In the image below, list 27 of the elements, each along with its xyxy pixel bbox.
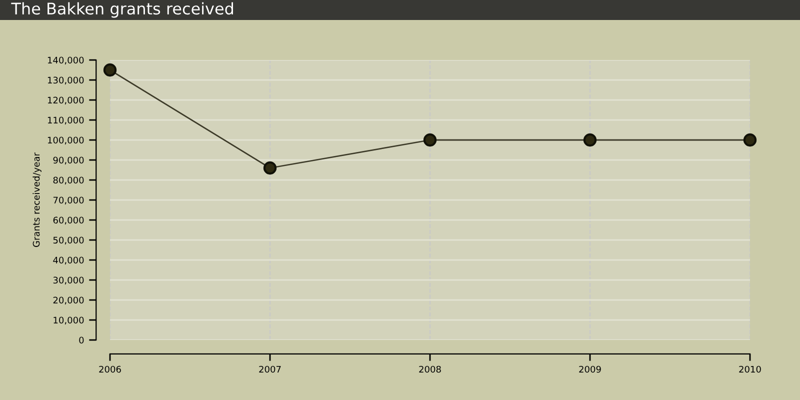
y-tick-label: 0: [79, 336, 84, 344]
y-tick-label: 90,000: [53, 156, 84, 164]
y-tick-label: 80,000: [53, 176, 84, 184]
y-tick-label: 70,000: [53, 196, 84, 204]
x-tick-label: 2006: [99, 366, 121, 373]
y-tick-label: 50,000: [53, 236, 84, 244]
y-tick-label: 130,000: [48, 76, 84, 84]
y-axis-title: Grants received/year: [32, 152, 42, 247]
point: [743, 133, 757, 147]
y-tick-label: 40,000: [53, 256, 84, 264]
y-tick-label: 30,000: [53, 276, 84, 284]
x-tick-label: 2007: [259, 366, 281, 373]
x-tick-label: 2008: [419, 366, 441, 373]
x-tick-label: 2010: [739, 366, 761, 373]
y-tick-label: 140,000: [48, 56, 84, 64]
x-tick-label: 2009: [579, 366, 601, 373]
point: [103, 63, 117, 77]
point: [423, 133, 437, 147]
point: [263, 161, 277, 175]
y-tick-label: 10,000: [54, 316, 84, 324]
y-tick-label: 20,000: [53, 296, 84, 304]
y-tick-label: 60,000: [53, 216, 84, 224]
y-tick-label: 100,000: [48, 136, 84, 144]
point: [583, 133, 597, 147]
y-tick-label: 120,000: [48, 96, 84, 104]
chart-title: The Bakken grants received: [11, 2, 233, 18]
y-tick-label: 110,000: [48, 116, 84, 124]
